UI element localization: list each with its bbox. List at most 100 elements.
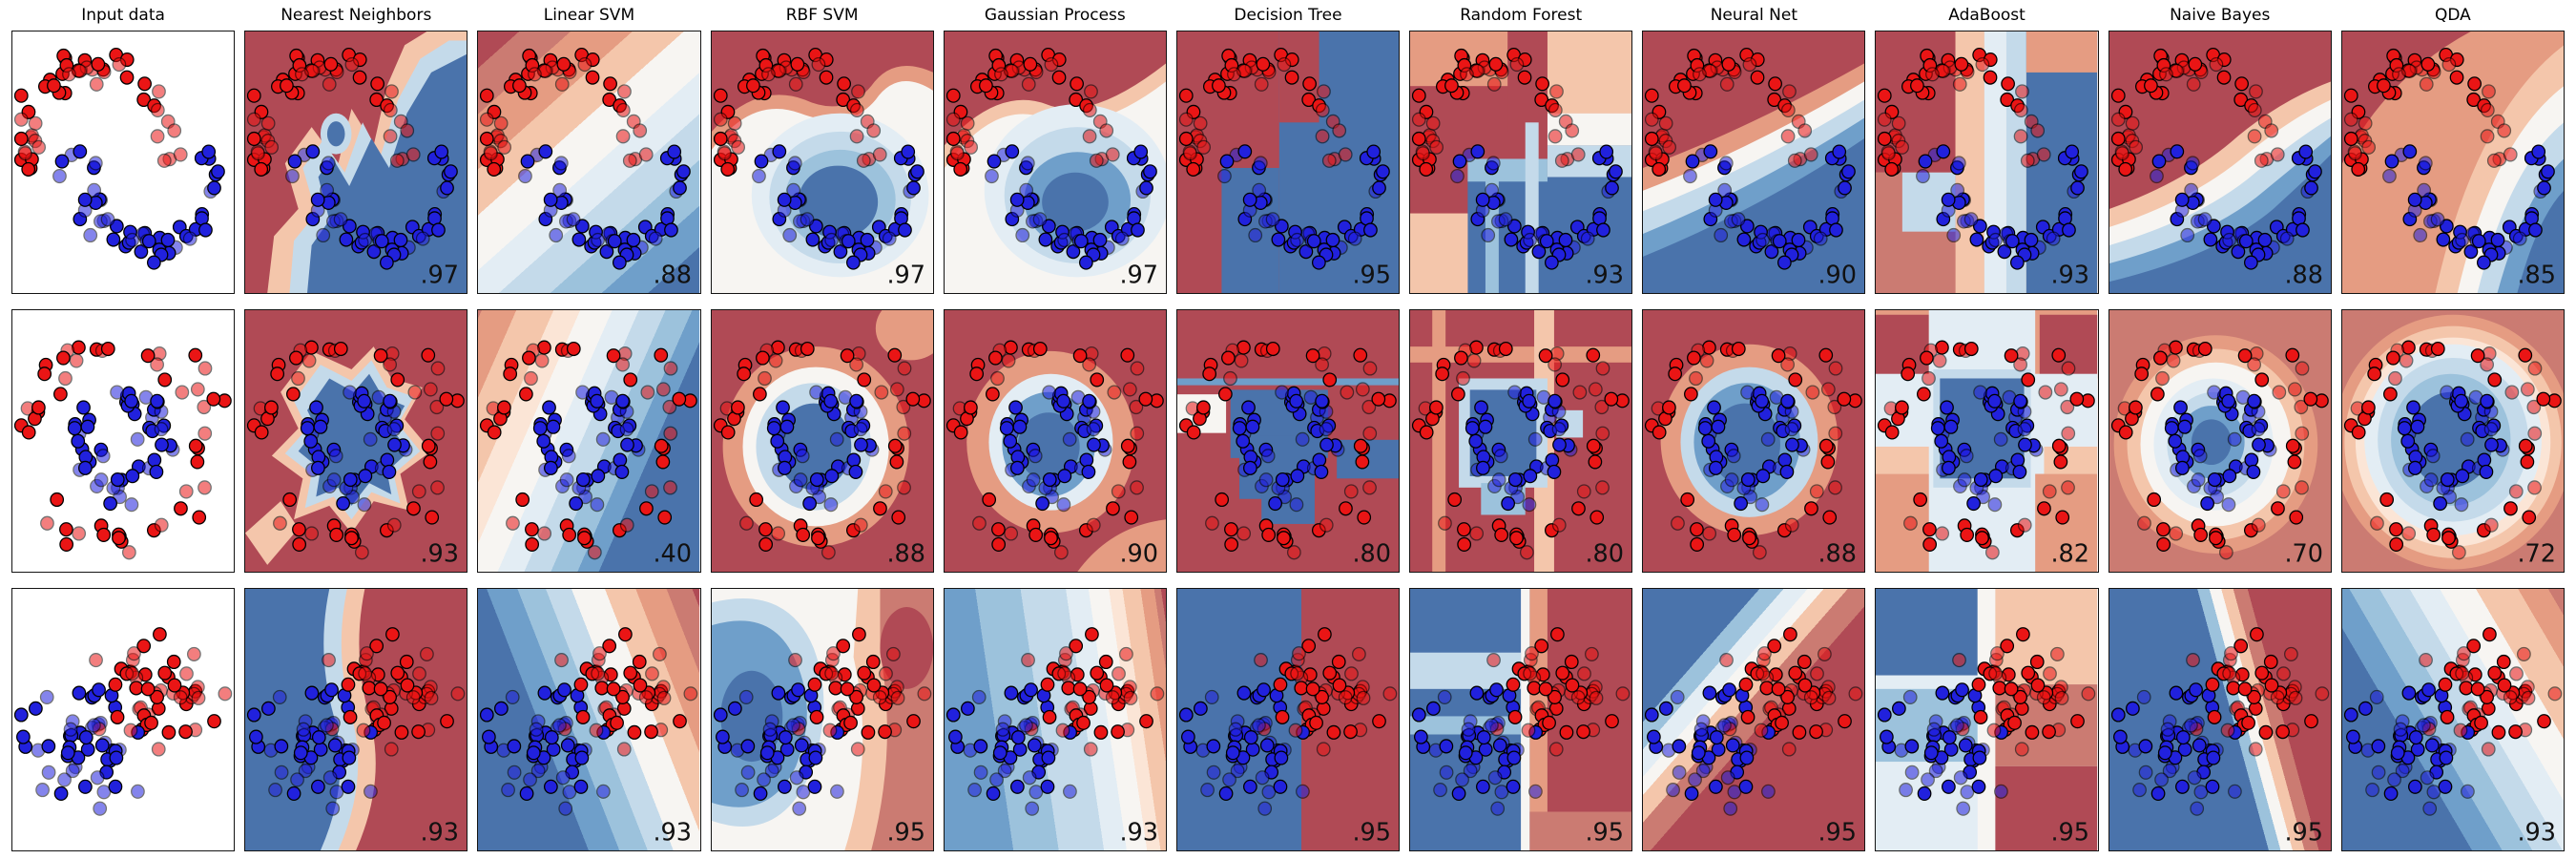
blue-data-point <box>508 765 522 780</box>
red-data-point <box>2154 370 2170 387</box>
blue-data-point <box>2527 222 2543 238</box>
red-data-point <box>1072 681 1088 697</box>
red-data-point <box>400 678 415 693</box>
red-data-point <box>2288 690 2303 705</box>
red-data-point <box>885 646 901 661</box>
blue-data-point <box>2164 421 2179 436</box>
red-data-point <box>247 88 261 103</box>
red-data-point <box>2014 129 2028 144</box>
red-data-point <box>2208 531 2223 546</box>
red-data-point <box>1099 123 1113 138</box>
blue-data-point <box>87 182 102 198</box>
blue-data-point <box>1041 385 1056 400</box>
panel-plot: .88 <box>1643 310 1865 572</box>
blue-data-point <box>1032 212 1048 227</box>
blue-data-point <box>2426 785 2441 800</box>
blue-data-point <box>762 722 777 737</box>
red-data-point <box>1357 510 1371 525</box>
blue-data-point <box>1193 701 1208 716</box>
panel-plot <box>13 340 232 560</box>
blue-data-point <box>554 156 570 171</box>
blue-data-point <box>614 464 630 479</box>
red-data-point <box>2518 347 2532 363</box>
input-data-panel-row1 <box>11 309 236 573</box>
red-data-point <box>2487 372 2502 388</box>
red-data-point <box>2118 425 2133 440</box>
red-data-point <box>810 531 825 546</box>
blue-data-point <box>60 745 75 761</box>
accuracy-score: .95 <box>1586 818 1625 847</box>
blue-data-point <box>2199 495 2214 512</box>
blue-data-point <box>1275 471 1290 488</box>
blue-data-point <box>1008 400 1023 415</box>
red-data-point <box>2503 690 2518 705</box>
red-data-point <box>1089 153 1104 168</box>
red-data-point <box>1356 690 1371 705</box>
blue-data-point <box>1009 779 1025 794</box>
blue-data-point <box>1312 452 1327 468</box>
blue-data-point <box>343 471 358 488</box>
accuracy-score: .70 <box>2284 539 2323 568</box>
red-data-point <box>1680 492 1695 508</box>
red-data-point <box>2303 391 2317 407</box>
accuracy-score: .93 <box>2051 261 2090 289</box>
red-data-point <box>2382 387 2398 402</box>
red-data-point <box>1645 112 1659 127</box>
red-data-point <box>1662 139 1677 155</box>
red-data-point <box>1447 492 1463 508</box>
red-data-point <box>730 139 745 155</box>
red-data-point <box>21 425 36 440</box>
red-data-point <box>603 76 618 92</box>
blue-data-point <box>608 234 622 249</box>
blue-data-point <box>1290 469 1305 484</box>
red-data-point <box>1343 484 1359 499</box>
blue-data-point <box>440 180 455 196</box>
red-data-point <box>47 78 61 94</box>
blue-data-point <box>544 779 559 794</box>
blue-data-point <box>2408 730 2423 745</box>
blue-data-point <box>794 738 809 753</box>
red-data-point <box>2021 372 2036 388</box>
blue-data-point <box>2074 164 2089 179</box>
red-data-point <box>525 522 540 537</box>
blue-data-point <box>1478 419 1493 434</box>
blue-data-point <box>1455 772 1470 787</box>
classifier-panel-rbf-svm-row2: .95 <box>710 588 934 851</box>
blue-data-point <box>1081 393 1096 409</box>
red-data-point <box>2455 666 2469 681</box>
blue-data-point <box>1952 156 1967 171</box>
blue-data-point <box>274 765 289 780</box>
red-data-point <box>384 742 399 757</box>
blue-data-point <box>2138 739 2152 754</box>
red-data-point <box>2005 348 2019 364</box>
column-title: Naive Bayes <box>2170 6 2271 25</box>
red-data-point <box>1903 515 1919 531</box>
blue-data-point <box>2125 701 2140 716</box>
panel-plot: .95 <box>1410 589 1632 850</box>
blue-data-point <box>2191 472 2206 488</box>
blue-data-point <box>1880 729 1895 744</box>
blue-data-point <box>552 718 568 733</box>
red-data-point <box>865 123 881 138</box>
red-data-point <box>2021 153 2036 168</box>
red-data-point <box>178 724 193 740</box>
blue-data-point <box>320 718 334 733</box>
blue-data-point <box>2136 689 2151 704</box>
red-data-point <box>607 681 621 697</box>
red-data-point <box>1332 678 1347 693</box>
red-data-point <box>1273 677 1288 692</box>
accuracy-score: .93 <box>1586 261 1625 289</box>
red-data-point <box>2061 426 2076 441</box>
blue-data-point <box>740 739 755 754</box>
blue-data-point <box>1545 452 1560 468</box>
red-data-point <box>987 350 1003 366</box>
red-data-point <box>1416 146 1430 161</box>
red-data-point <box>657 690 672 705</box>
blue-data-point <box>2455 232 2469 248</box>
blue-data-point <box>1791 232 1806 248</box>
red-data-point <box>440 714 455 729</box>
red-data-point <box>362 681 377 696</box>
blue-data-point <box>1260 449 1276 464</box>
red-data-point <box>270 367 285 382</box>
red-data-point <box>2419 76 2434 92</box>
